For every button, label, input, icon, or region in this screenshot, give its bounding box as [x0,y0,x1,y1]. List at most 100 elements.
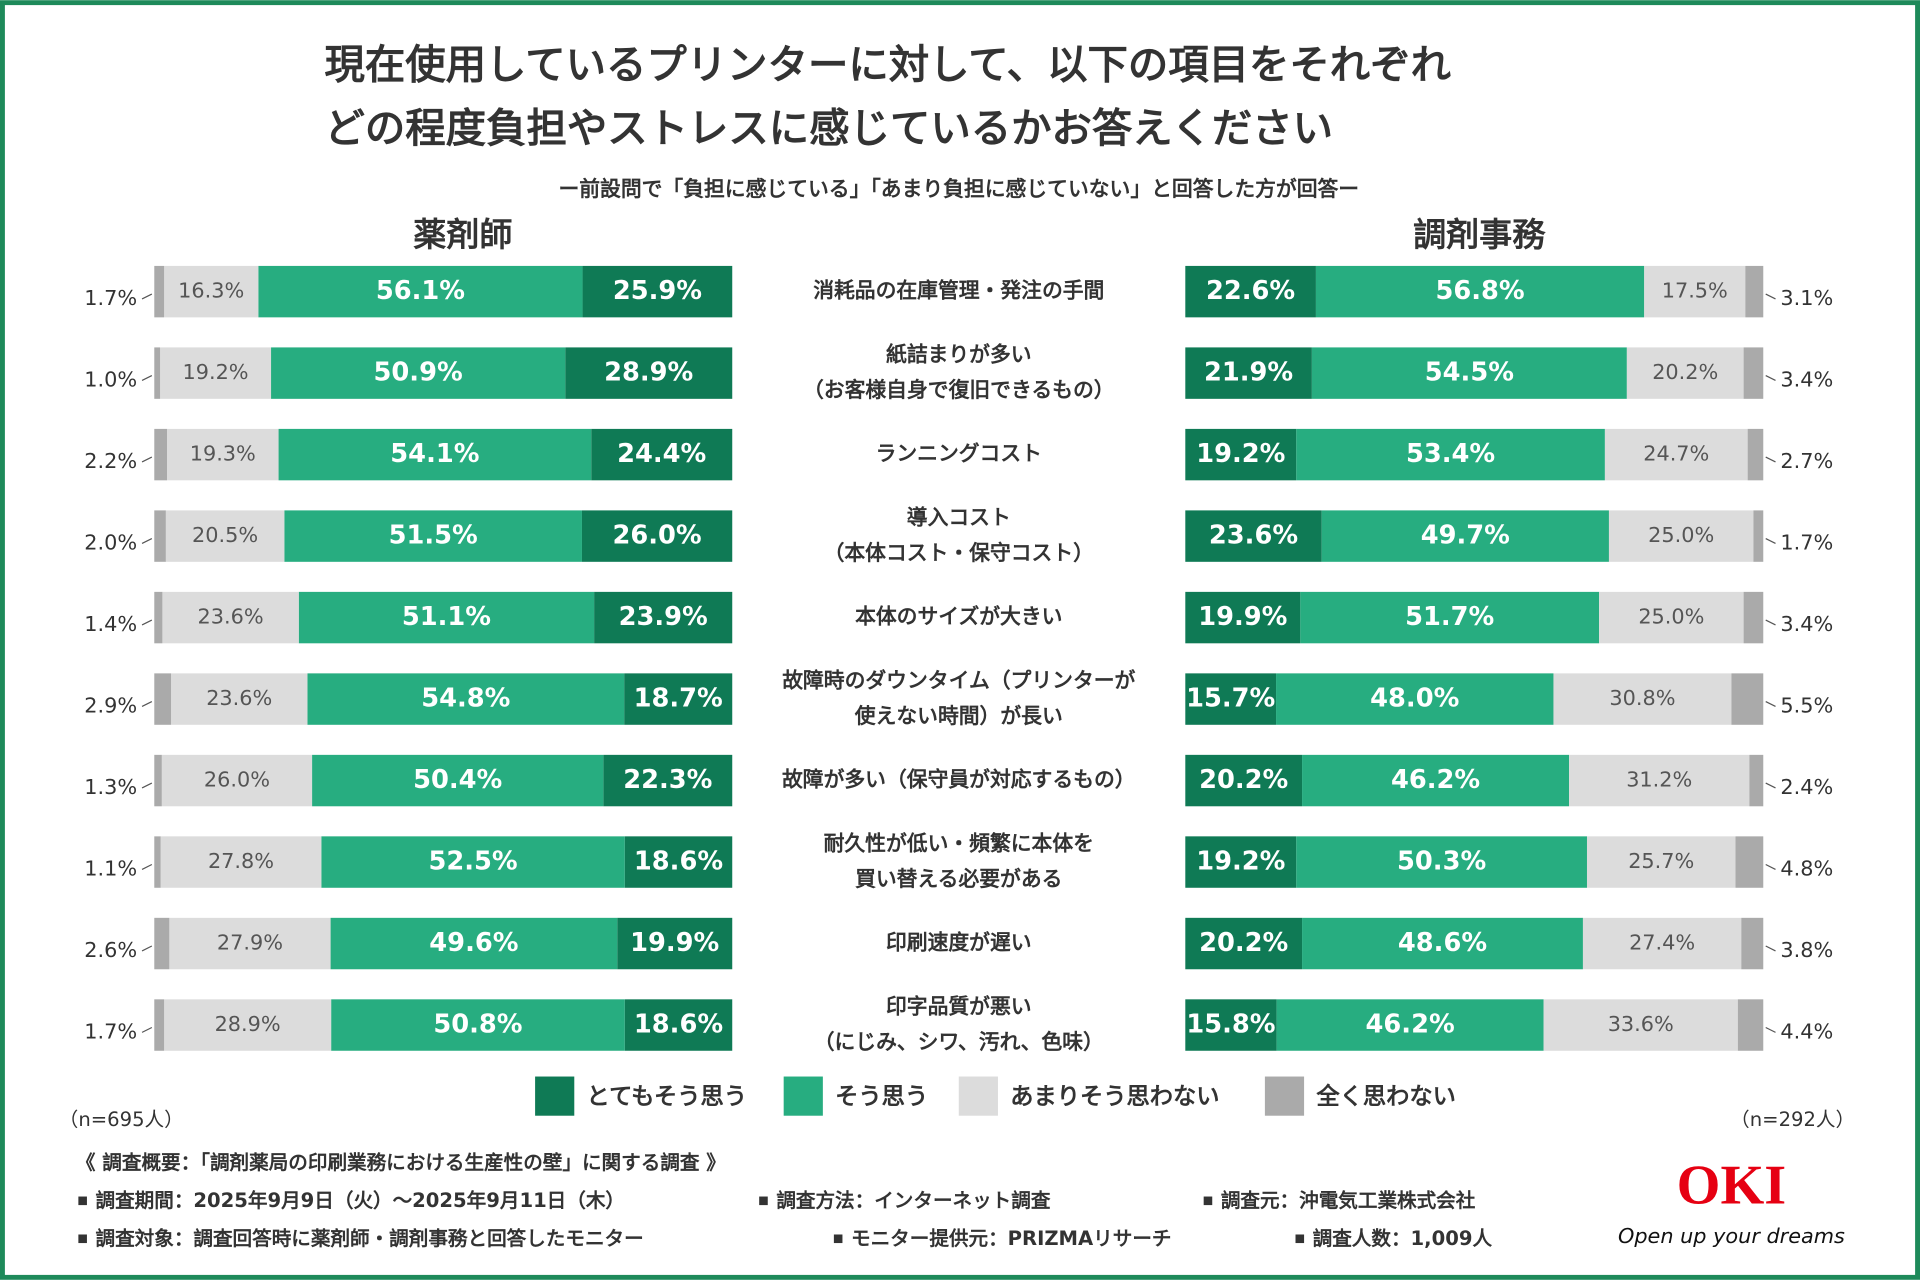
bar-segment [1185,510,1322,562]
bar-segment [167,428,279,481]
bar-segment [617,917,733,970]
leader-line [141,619,153,626]
bar-segment [154,591,163,644]
bar-segment [164,265,259,318]
value-label: 16.3% [178,279,244,303]
value-label: 5.5% [1780,693,1833,717]
bar-segment [1626,347,1744,399]
chart-title: 薬剤師 [413,215,512,254]
bar-segment [1185,591,1301,644]
value-label: 20.5% [192,523,258,547]
bar-segment [278,428,592,481]
value-label: 30.8% [1609,686,1675,710]
value-label: 25.0% [1648,523,1714,547]
value-label: 20.2% [1199,928,1288,958]
value-label: 2.0% [84,530,137,554]
value-label: 20.2% [1199,765,1288,795]
bar-segment [1311,347,1627,399]
bar-segment [591,428,733,481]
value-label: 49.7% [1421,521,1510,551]
bar-segment [1185,754,1303,807]
value-label: 1.7% [1780,530,1833,554]
value-label: 4.4% [1780,1019,1833,1043]
bar-segment [1300,591,1600,644]
footer-item: 調査人数：1,009人 [1313,1227,1493,1250]
bar-segment [1553,673,1732,725]
bar-segment [1302,754,1570,807]
value-label: 1.1% [84,856,137,880]
bar-segment [321,836,625,888]
bar-segment [284,510,582,562]
value-label: 51.7% [1405,602,1494,632]
value-label: 53.4% [1406,439,1495,469]
value-label: 46.2% [1391,765,1480,795]
bar-segment [154,836,161,888]
value-label: 28.9% [604,358,693,388]
category-label: （にじみ、シワ、汚れ、色味） [814,1030,1104,1054]
value-label: 56.8% [1435,276,1524,306]
bar-segment [165,510,285,562]
category-label: 紙詰まりが多い [886,342,1032,366]
value-label: 2.4% [1780,775,1833,799]
bar-segment [1276,999,1544,1051]
bar-segment [1749,754,1764,807]
value-label: 17.5% [1662,279,1728,303]
bar-segment [565,347,733,399]
leader-line [1765,538,1776,544]
leader-line [1765,782,1776,789]
category-label: 導入コスト [907,505,1011,529]
value-label: 15.8% [1186,1010,1275,1040]
leader-line [1765,456,1776,463]
value-label: 27.9% [217,931,283,955]
value-label: 19.9% [1198,602,1287,632]
value-label: 1.3% [84,775,137,799]
footer-item: 調査期間：2025年9月9日（火）～2025年9月11日（木） [96,1189,626,1212]
category-label: ランニングコスト [876,442,1042,466]
value-label: 54.5% [1425,358,1514,388]
value-label: 21.9% [1204,358,1293,388]
value-label: 15.7% [1186,684,1275,714]
leader-line [1765,375,1776,382]
category-label: 故障時のダウンタイム（プリンターが [782,668,1135,692]
bar-segment [298,591,595,644]
value-label: 33.6% [1608,1012,1674,1036]
value-label: 2.7% [1780,449,1833,473]
bar-segment [624,836,733,888]
bullet [759,1196,768,1206]
value-label: 48.6% [1398,928,1487,958]
value-label: 1.4% [84,612,137,636]
leader-line [141,1026,153,1033]
value-label: 18.6% [634,1010,723,1040]
value-label: 50.4% [413,765,502,795]
value-label: 49.6% [429,928,518,958]
bar-segment [581,510,733,562]
value-label: 18.7% [634,684,723,714]
value-label: 4.8% [1780,856,1833,880]
value-label: 51.1% [402,602,491,632]
leader-line [1765,700,1776,707]
footer-item: 調査元：沖電気工業株式会社 [1221,1189,1476,1212]
legend-swatch [535,1076,575,1116]
value-label: 24.7% [1643,442,1709,466]
value-label: 18.6% [634,847,723,877]
value-label: 54.1% [390,439,479,469]
bar-segment [307,673,625,725]
footer-heading: 《 調査概要：「調剤薬局の印刷業務における生産性の壁」に関する調査 》 [76,1151,726,1174]
bar-segment [603,754,733,807]
leader-line [141,700,153,707]
value-label: 50.9% [374,358,463,388]
leader-line [141,863,153,870]
value-label: 27.4% [1629,931,1695,955]
bar-segment [1302,917,1583,970]
value-label: 54.8% [421,684,510,714]
category-label: 本体のサイズが大きい [855,605,1062,629]
value-label: 19.2% [1196,439,1285,469]
value-label: 46.2% [1366,1010,1455,1040]
bar-segment [1185,347,1312,399]
leader-line [141,375,153,382]
bar-segment [169,917,331,970]
value-label: 24.4% [617,439,706,469]
value-label: 2.2% [84,449,137,473]
bar-segment [1185,999,1277,1051]
bar-segment [1747,428,1764,481]
